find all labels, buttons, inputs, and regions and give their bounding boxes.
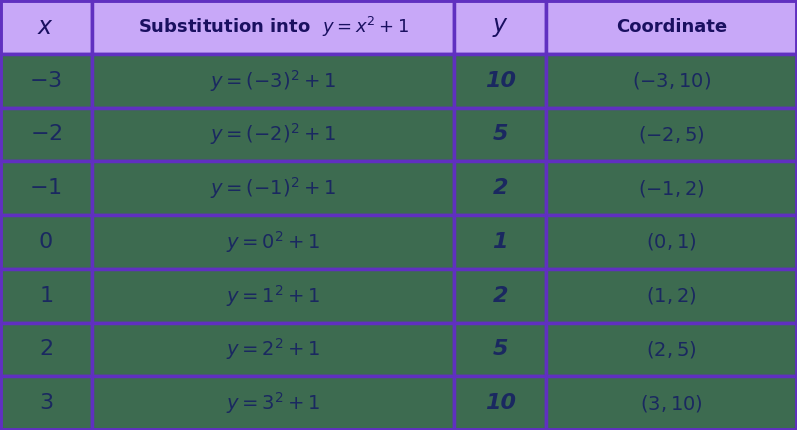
FancyBboxPatch shape: [454, 54, 546, 108]
Text: $1$: $1$: [39, 286, 53, 306]
FancyBboxPatch shape: [92, 54, 454, 108]
FancyBboxPatch shape: [0, 108, 92, 161]
FancyBboxPatch shape: [546, 54, 797, 108]
Text: $y = 1^2 + 1$: $y = 1^2 + 1$: [226, 283, 320, 309]
Text: $-2$: $-2$: [29, 124, 62, 144]
FancyBboxPatch shape: [92, 376, 454, 430]
Text: 5: 5: [493, 339, 508, 359]
FancyBboxPatch shape: [92, 161, 454, 215]
FancyBboxPatch shape: [454, 215, 546, 269]
Text: 1: 1: [493, 232, 508, 252]
Text: Substitution into  $y = x^2 + 1$: Substitution into $y = x^2 + 1$: [138, 15, 408, 39]
Text: $y = 0^2 + 1$: $y = 0^2 + 1$: [226, 229, 320, 255]
Text: $y$: $y$: [492, 15, 508, 39]
Text: 10: 10: [485, 393, 516, 413]
Text: $(0, 1)$: $(0, 1)$: [646, 231, 697, 252]
Text: $y = (-1)^2 + 1$: $y = (-1)^2 + 1$: [210, 175, 336, 201]
FancyBboxPatch shape: [546, 376, 797, 430]
Text: $(2, 5)$: $(2, 5)$: [646, 339, 697, 360]
Text: 10: 10: [485, 71, 516, 91]
Text: $(1, 2)$: $(1, 2)$: [646, 285, 697, 306]
Text: 2: 2: [493, 286, 508, 306]
Text: $3$: $3$: [38, 393, 53, 413]
FancyBboxPatch shape: [546, 269, 797, 322]
FancyBboxPatch shape: [546, 215, 797, 269]
FancyBboxPatch shape: [454, 376, 546, 430]
FancyBboxPatch shape: [546, 108, 797, 161]
FancyBboxPatch shape: [454, 108, 546, 161]
FancyBboxPatch shape: [0, 376, 92, 430]
FancyBboxPatch shape: [0, 322, 92, 376]
Text: Coordinate: Coordinate: [616, 18, 727, 36]
FancyBboxPatch shape: [0, 161, 92, 215]
Text: $(-3, 10)$: $(-3, 10)$: [632, 70, 711, 91]
Text: $(-2, 5)$: $(-2, 5)$: [638, 124, 705, 145]
Text: $-1$: $-1$: [29, 178, 62, 198]
FancyBboxPatch shape: [546, 0, 797, 54]
FancyBboxPatch shape: [546, 322, 797, 376]
FancyBboxPatch shape: [92, 322, 454, 376]
FancyBboxPatch shape: [454, 322, 546, 376]
Text: $(3, 10)$: $(3, 10)$: [640, 393, 703, 414]
FancyBboxPatch shape: [0, 215, 92, 269]
FancyBboxPatch shape: [92, 0, 454, 54]
Text: $y = (-3)^2 + 1$: $y = (-3)^2 + 1$: [210, 68, 336, 94]
Text: $(-1, 2)$: $(-1, 2)$: [638, 178, 705, 199]
Text: $2$: $2$: [39, 339, 53, 359]
Text: 5: 5: [493, 124, 508, 144]
Text: $y = (-2)^2 + 1$: $y = (-2)^2 + 1$: [210, 121, 336, 147]
Text: $y = 3^2 + 1$: $y = 3^2 + 1$: [226, 390, 320, 416]
FancyBboxPatch shape: [0, 54, 92, 108]
FancyBboxPatch shape: [92, 269, 454, 322]
FancyBboxPatch shape: [0, 0, 92, 54]
FancyBboxPatch shape: [546, 161, 797, 215]
FancyBboxPatch shape: [454, 0, 546, 54]
Text: $0$: $0$: [38, 232, 53, 252]
Text: $-3$: $-3$: [29, 71, 62, 91]
FancyBboxPatch shape: [92, 108, 454, 161]
Text: $y = 2^2 + 1$: $y = 2^2 + 1$: [226, 336, 320, 362]
FancyBboxPatch shape: [92, 215, 454, 269]
Text: $x$: $x$: [37, 15, 54, 39]
FancyBboxPatch shape: [454, 269, 546, 322]
FancyBboxPatch shape: [0, 269, 92, 322]
Text: 2: 2: [493, 178, 508, 198]
FancyBboxPatch shape: [454, 161, 546, 215]
